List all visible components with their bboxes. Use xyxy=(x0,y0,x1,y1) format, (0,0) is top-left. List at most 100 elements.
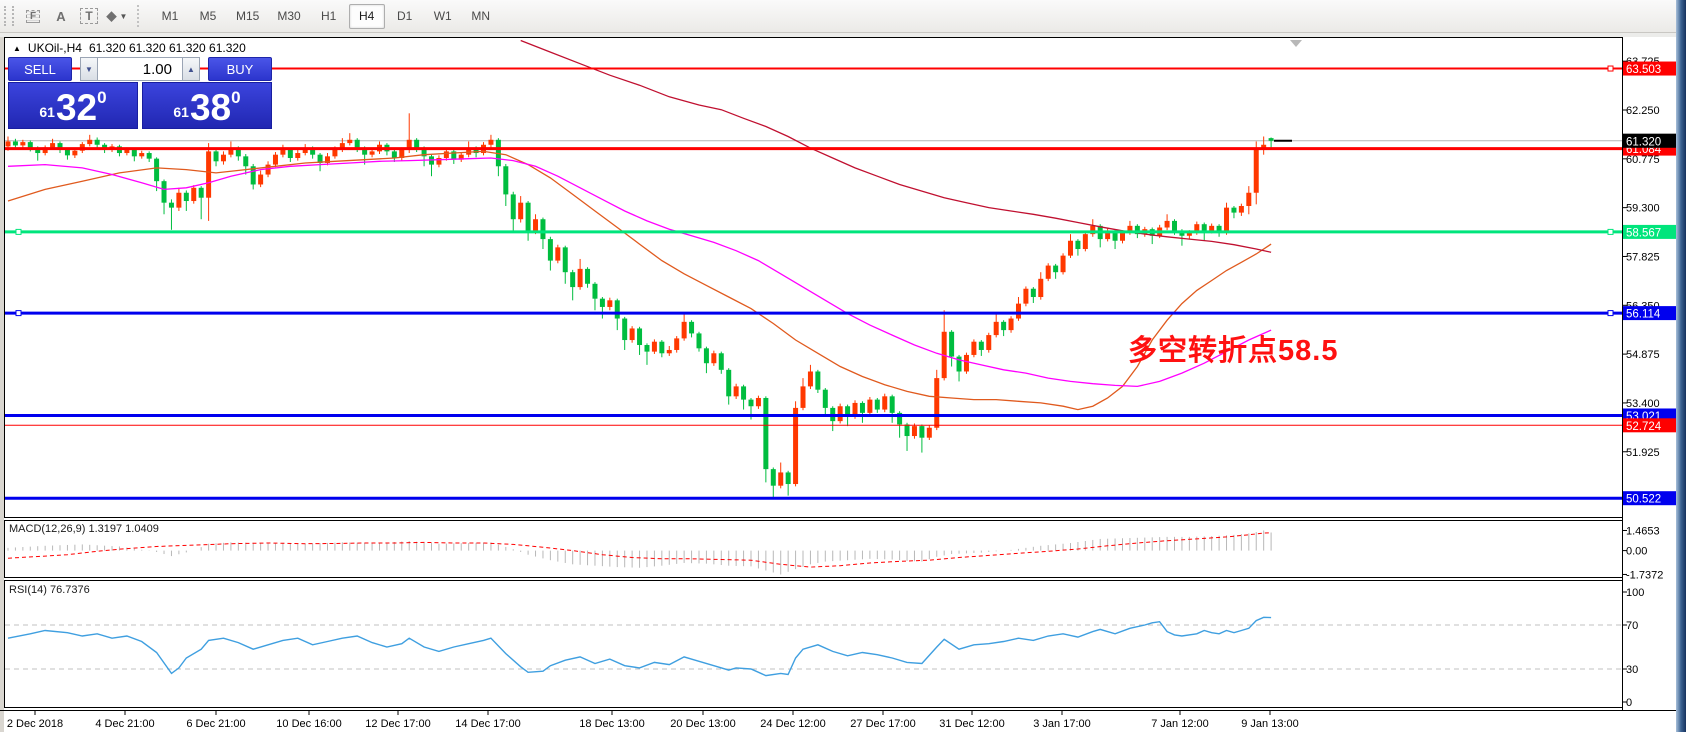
candle-body xyxy=(689,321,695,334)
sell-price-display[interactable]: 61 32 0 xyxy=(8,82,138,129)
hline-handle[interactable] xyxy=(1607,310,1614,317)
price-label-text: 50.522 xyxy=(1626,494,1661,506)
time-axis-label[interactable]: 10 Dec 16:00 xyxy=(276,718,341,730)
tf-button-w1[interactable]: W1 xyxy=(433,9,452,23)
price-label-box xyxy=(1623,418,1676,433)
candle-body xyxy=(406,139,412,150)
candle-body xyxy=(629,328,635,341)
volume-input[interactable]: 1.00 xyxy=(98,57,182,81)
candle-body xyxy=(993,321,999,336)
candle-body xyxy=(1030,288,1036,298)
candle-body xyxy=(64,149,70,156)
candle-body xyxy=(451,151,457,160)
candle-body xyxy=(971,341,977,355)
candle-body xyxy=(280,149,286,155)
chart-title: ▲ UKOil-,H4 61.320 61.320 61.320 61.320 xyxy=(13,41,246,55)
object-anchor-triangle-icon[interactable] xyxy=(1290,40,1302,47)
collapse-arrow-icon[interactable]: ▲ xyxy=(13,43,21,53)
candle-body xyxy=(1186,232,1192,236)
candle-body xyxy=(562,247,568,273)
time-axis-label[interactable]: 4 Dec 21:00 xyxy=(95,718,154,730)
buy-button[interactable]: BUY xyxy=(208,57,272,81)
tf-button-mn[interactable]: MN xyxy=(471,9,491,23)
sell-button[interactable]: SELL xyxy=(8,57,72,81)
time-axis-label[interactable]: 7 Jan 12:00 xyxy=(1151,718,1209,730)
chart-text-annotation[interactable]: 多空转折点58.5 xyxy=(1128,335,1339,367)
candle-body xyxy=(703,348,709,364)
candle-body xyxy=(1023,288,1029,304)
tf-button-m15[interactable]: M15 xyxy=(236,9,260,23)
tf-button-m5[interactable]: M5 xyxy=(199,9,217,23)
volume-increase-button[interactable]: ▲ xyxy=(182,57,200,81)
f-window-icon[interactable]: F xyxy=(21,4,45,28)
candle-body xyxy=(1172,220,1178,231)
candle-body xyxy=(146,153,152,159)
rsi-axis-label: 0 xyxy=(1626,697,1632,709)
time-axis-label[interactable]: 18 Dec 13:00 xyxy=(579,718,644,730)
candle-body xyxy=(859,402,865,413)
candle-body xyxy=(1112,230,1118,241)
candle-body xyxy=(191,187,197,202)
candle-body xyxy=(577,268,583,288)
sell-price-prefix: 61 xyxy=(39,104,55,120)
hline-handle[interactable] xyxy=(15,228,22,235)
candle-body xyxy=(614,300,620,319)
tf-button-d1[interactable]: D1 xyxy=(397,9,413,23)
time-axis-label[interactable]: 31 Dec 12:00 xyxy=(939,718,1004,730)
time-axis-label[interactable]: 27 Dec 17:00 xyxy=(850,718,915,730)
candle-body xyxy=(882,396,888,410)
candle-body xyxy=(443,151,449,158)
tf-button-h4[interactable]: H4 xyxy=(348,3,385,29)
hline-handle[interactable] xyxy=(1607,65,1614,72)
candle-body xyxy=(748,399,754,407)
candle-body xyxy=(228,148,234,155)
sell-price-point: 0 xyxy=(97,88,107,107)
time-axis-label[interactable]: 20 Dec 13:00 xyxy=(670,718,735,730)
price-label-box xyxy=(1623,306,1676,321)
time-axis-label[interactable]: 14 Dec 17:00 xyxy=(455,718,520,730)
buy-price-pips: 38 xyxy=(189,86,232,128)
candle-body xyxy=(1067,240,1073,256)
candle-body xyxy=(72,150,78,156)
price-axis-label: 59.300 xyxy=(1626,203,1660,215)
price-label-text: 56.114 xyxy=(1626,309,1661,321)
candle-body xyxy=(1238,205,1244,213)
candle-body xyxy=(978,341,984,350)
time-axis-label[interactable]: 24 Dec 12:00 xyxy=(760,718,825,730)
candle-body xyxy=(963,354,969,372)
tf-button-m1[interactable]: M1 xyxy=(161,9,179,23)
candle-body xyxy=(354,139,360,149)
time-axis-label[interactable]: 12 Dec 17:00 xyxy=(365,718,430,730)
text-label-icon[interactable]: T xyxy=(77,4,101,28)
rsi-line xyxy=(7,616,1272,677)
time-axis-label[interactable]: 6 Dec 21:00 xyxy=(186,718,245,730)
candle-body xyxy=(852,402,858,417)
macd-layer xyxy=(7,530,1272,575)
time-axis-label[interactable]: 9 Jan 13:00 xyxy=(1241,718,1299,730)
candle-body xyxy=(837,406,843,422)
hline-handle[interactable] xyxy=(1607,228,1614,235)
tf-button-m30[interactable]: M30 xyxy=(277,9,301,23)
candle-body xyxy=(1194,224,1200,233)
tf-button-h1[interactable]: H1 xyxy=(321,9,337,23)
font-icon[interactable]: A xyxy=(56,8,66,24)
shapes-dropdown-icon[interactable]: ◆ ▼ xyxy=(106,8,128,23)
candle-body xyxy=(1164,220,1170,228)
candle-body xyxy=(488,139,494,145)
candle-body xyxy=(87,139,93,145)
time-axis-label[interactable]: 3 Jan 17:00 xyxy=(1033,718,1091,730)
buy-price-display[interactable]: 61 38 0 xyxy=(142,82,272,129)
volume-decrease-button[interactable]: ▼ xyxy=(80,57,98,81)
hline-handle[interactable] xyxy=(15,310,22,317)
candle-body xyxy=(213,151,219,162)
candle-body xyxy=(867,399,873,413)
candle-body xyxy=(198,187,204,198)
candle-body xyxy=(220,154,226,162)
time-axis-label[interactable]: 2 Dec 2018 xyxy=(7,718,63,730)
candle-body xyxy=(1127,225,1133,233)
toolbar-grip-handle[interactable] xyxy=(4,6,14,26)
buy-price-prefix: 61 xyxy=(173,104,189,120)
candle-body xyxy=(807,371,813,387)
